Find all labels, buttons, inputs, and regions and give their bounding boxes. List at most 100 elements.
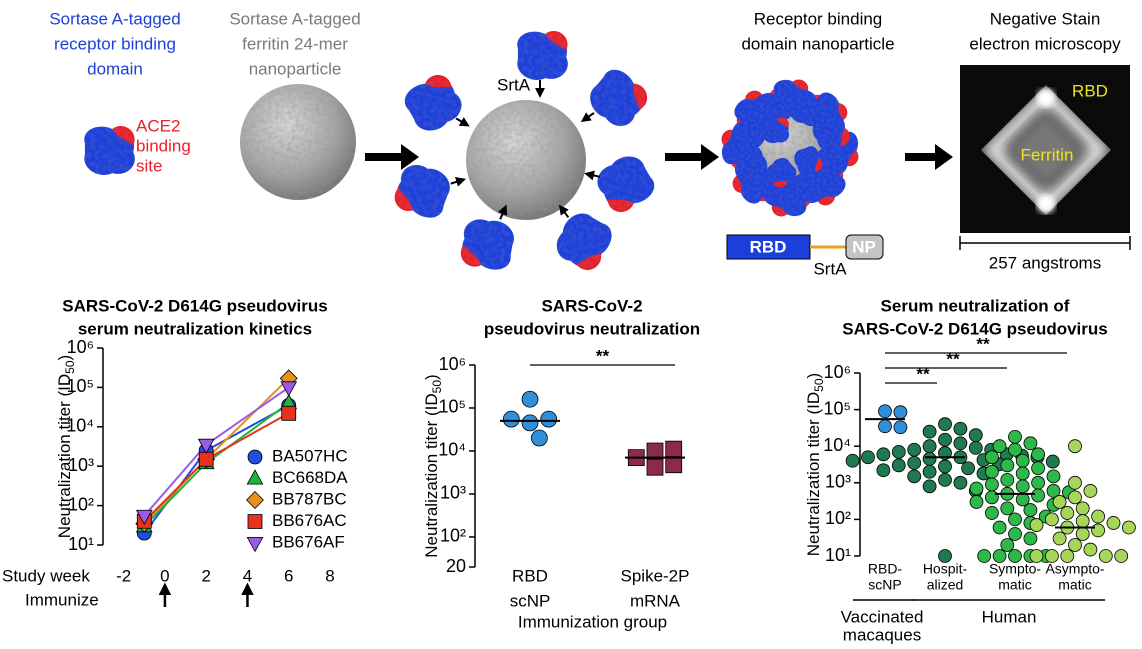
y-axis-label: Neutralization titer (ID50) — [804, 373, 826, 556]
marker — [1015, 466, 1030, 481]
y-tick-label: 10⁴ — [438, 440, 466, 460]
marker — [1045, 454, 1060, 469]
label-line: electron microscopy — [969, 34, 1121, 53]
marker — [1106, 516, 1121, 530]
chart-title: Serum neutralization of — [881, 296, 1070, 315]
x-tick-label: 4 — [243, 566, 252, 585]
y-label-text: Neutralization titer (ID — [55, 374, 74, 538]
arrow — [365, 144, 419, 170]
marker — [953, 436, 968, 451]
marker — [992, 439, 1007, 454]
x-tick-label: matic — [1058, 577, 1091, 593]
marker — [891, 458, 906, 473]
chart-title: pseudovirus neutralization — [484, 319, 700, 338]
marker — [922, 479, 937, 494]
arrow — [584, 170, 600, 181]
marker — [922, 464, 937, 479]
marker — [1068, 439, 1082, 454]
x-axis-label: Immunization group — [518, 612, 667, 631]
marker — [1023, 436, 1038, 451]
arrow — [665, 144, 719, 170]
y-tick-label: 10³ — [825, 472, 851, 492]
legend-label: BB676AC — [272, 511, 347, 530]
marker — [521, 390, 539, 408]
rbd-protein — [84, 126, 135, 175]
marker — [953, 421, 968, 436]
rbd-protein — [517, 31, 568, 80]
y-label-sub: 50 — [812, 378, 826, 392]
legend-label: BB787BC — [272, 489, 347, 508]
nanoparticle-label: Receptor binding domain nanoparticle — [741, 9, 894, 53]
rbd-box — [726, 234, 811, 260]
y-tick-label: 10⁴ — [66, 416, 94, 436]
immunize-label: Immunize — [25, 590, 99, 609]
x-tick-label: Asympto- — [1045, 561, 1104, 577]
marker — [922, 439, 937, 454]
marker — [280, 381, 298, 397]
marker — [938, 417, 952, 432]
marker — [876, 447, 891, 462]
np-box-label: NP — [852, 237, 876, 256]
label-line: receptor binding — [54, 34, 176, 53]
x-tick-label: mRNA — [630, 591, 681, 610]
marker — [1045, 512, 1059, 527]
em-ferritin-label: Ferritin — [1021, 145, 1074, 164]
marker — [1052, 531, 1067, 546]
protein-body — [462, 219, 514, 270]
marker — [969, 495, 984, 509]
protein-body — [517, 31, 568, 80]
marker — [1031, 447, 1045, 462]
marker — [1098, 549, 1113, 563]
rbd-protein — [460, 219, 514, 270]
y-tick-label: 10¹ — [825, 545, 851, 565]
marker — [1000, 538, 1015, 552]
protein-body — [794, 146, 822, 176]
marker — [1045, 549, 1059, 563]
marker — [1023, 531, 1038, 546]
x-tick-label: scNP — [868, 577, 901, 593]
marker — [985, 506, 999, 520]
marker — [1008, 429, 1022, 444]
chart-title: SARS-CoV-2 — [541, 296, 642, 315]
y-tick-label: 10⁵ — [824, 398, 851, 418]
marker — [907, 469, 922, 484]
scale-bar-label: 257 angstroms — [989, 253, 1101, 272]
legend-marker — [247, 514, 263, 529]
rbd-protein — [597, 156, 655, 212]
marker — [135, 509, 153, 526]
chart-title: SARS-CoV-2 D614G pseudovirus — [842, 319, 1107, 338]
marker — [197, 438, 215, 454]
rbd-protein — [766, 158, 797, 188]
y-tick-label: 10⁶ — [824, 362, 851, 382]
marker — [1029, 518, 1044, 532]
label-line: Sortase A-tagged — [49, 9, 180, 28]
protein-body — [84, 126, 135, 175]
scale-bar — [959, 236, 1131, 250]
y-tick-label: 10⁵ — [67, 376, 94, 396]
marker — [876, 463, 891, 478]
marker — [1060, 549, 1075, 563]
marker — [1068, 538, 1082, 552]
x-tick-label: RBD- — [868, 561, 903, 577]
marker — [521, 414, 539, 432]
marker — [1122, 520, 1136, 535]
marker — [845, 453, 860, 468]
em-image: RBD Ferritin — [960, 65, 1130, 233]
protein-body — [590, 69, 645, 126]
rbd-box-label: RBD — [750, 237, 787, 256]
marker — [646, 458, 664, 476]
y-tick-label: 10⁵ — [439, 397, 466, 417]
y-tick-label: 10³ — [440, 483, 466, 503]
ace2-label: ACE2 binding site — [136, 116, 191, 175]
arrow — [558, 204, 570, 219]
marker — [938, 459, 952, 474]
arrow — [905, 144, 953, 170]
x-axis-label: Study week — [2, 566, 90, 585]
chart-title: SARS-CoV-2 D614G pseudovirus — [62, 296, 327, 315]
legend-marker — [246, 491, 264, 509]
x-tick-label: 6 — [284, 566, 293, 585]
protein-body — [762, 117, 790, 144]
legend-label: BB676AF — [272, 532, 345, 551]
chart-title: serum neutralization kinetics — [78, 319, 312, 338]
ferritin-label: Sortase A-tagged ferritin 24-mer nanopar… — [229, 9, 360, 78]
